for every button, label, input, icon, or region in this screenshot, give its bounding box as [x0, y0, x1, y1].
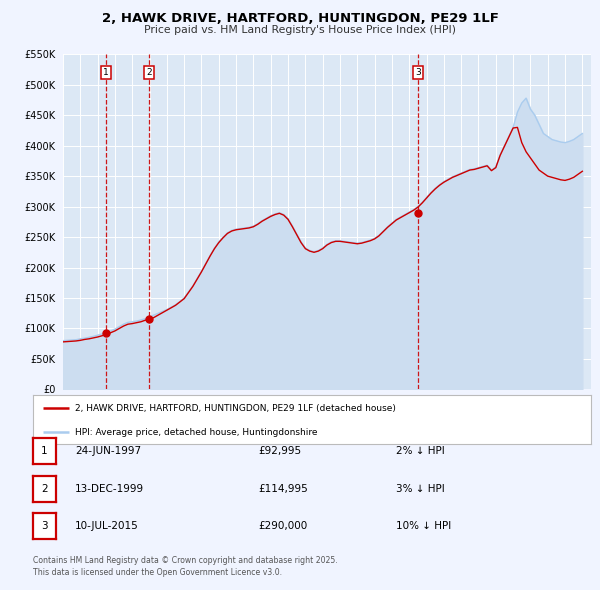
Text: HPI: Average price, detached house, Huntingdonshire: HPI: Average price, detached house, Hunt…	[75, 428, 317, 437]
Text: 13-DEC-1999: 13-DEC-1999	[75, 484, 144, 493]
Text: Price paid vs. HM Land Registry's House Price Index (HPI): Price paid vs. HM Land Registry's House …	[144, 25, 456, 35]
Text: 2% ↓ HPI: 2% ↓ HPI	[396, 447, 445, 456]
Text: 24-JUN-1997: 24-JUN-1997	[75, 447, 141, 456]
Text: 3: 3	[415, 68, 421, 77]
Text: Contains HM Land Registry data © Crown copyright and database right 2025.
This d: Contains HM Land Registry data © Crown c…	[33, 556, 338, 576]
Text: 3: 3	[41, 521, 48, 530]
Text: 10-JUL-2015: 10-JUL-2015	[75, 521, 139, 530]
Text: 1: 1	[41, 447, 48, 456]
Text: £290,000: £290,000	[258, 521, 307, 530]
Text: 3% ↓ HPI: 3% ↓ HPI	[396, 484, 445, 493]
Text: £92,995: £92,995	[258, 447, 301, 456]
Text: 2: 2	[41, 484, 48, 493]
Text: 2, HAWK DRIVE, HARTFORD, HUNTINGDON, PE29 1LF (detached house): 2, HAWK DRIVE, HARTFORD, HUNTINGDON, PE2…	[75, 404, 396, 413]
Text: £114,995: £114,995	[258, 484, 308, 493]
Text: 2: 2	[146, 68, 152, 77]
Text: 1: 1	[103, 68, 109, 77]
Text: 10% ↓ HPI: 10% ↓ HPI	[396, 521, 451, 530]
Text: 2, HAWK DRIVE, HARTFORD, HUNTINGDON, PE29 1LF: 2, HAWK DRIVE, HARTFORD, HUNTINGDON, PE2…	[101, 12, 499, 25]
